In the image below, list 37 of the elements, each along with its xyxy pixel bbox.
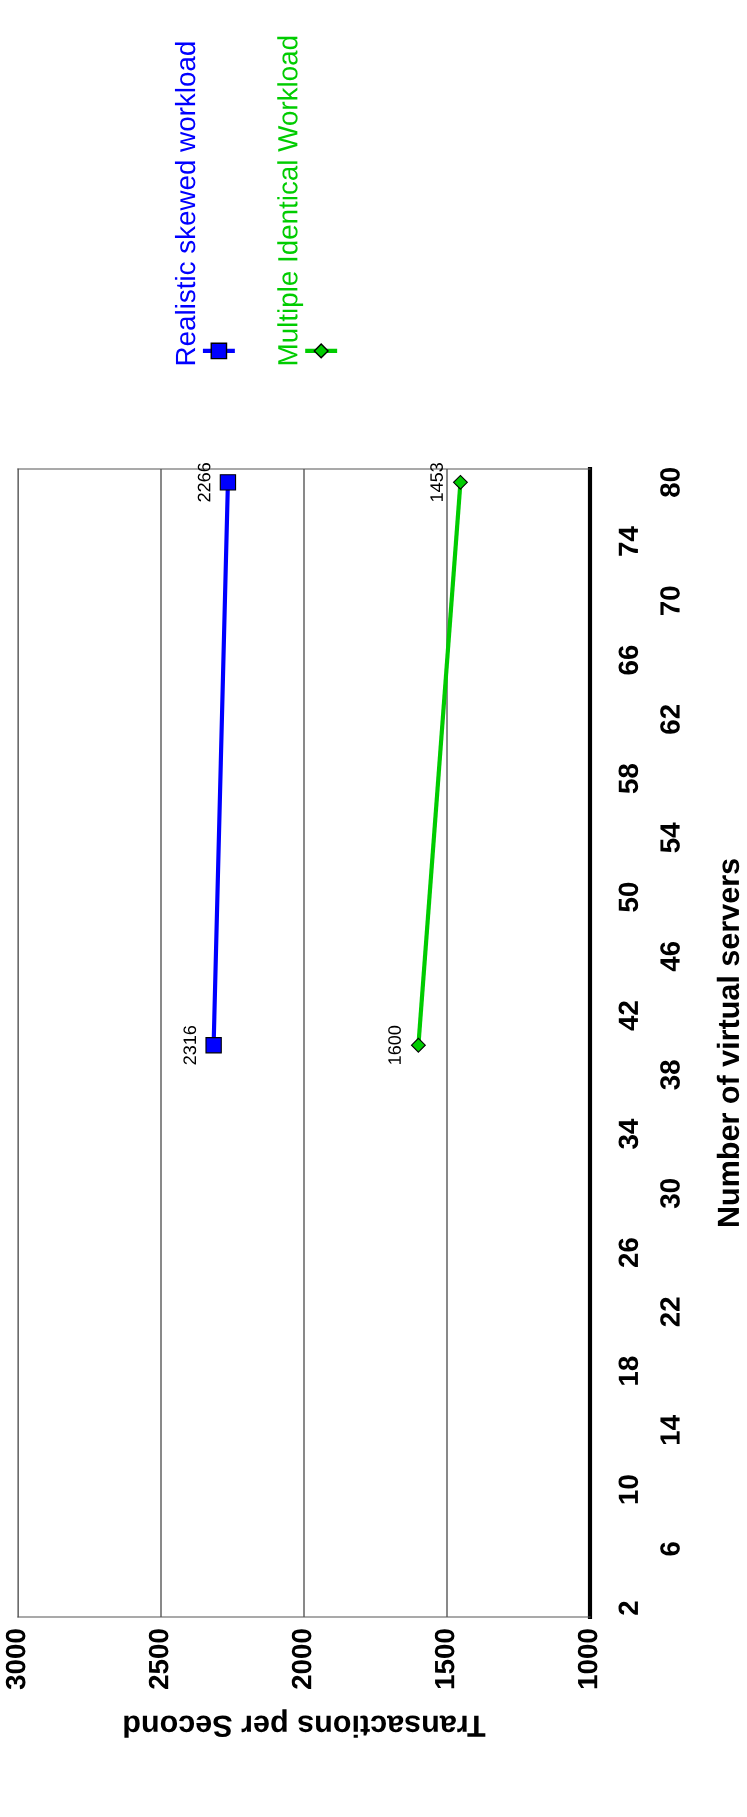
data-label: 1453 <box>430 463 443 502</box>
text: Multiple Identical Workload <box>277 36 304 365</box>
point <box>410 1037 426 1053</box>
y-tick-label: 2 <box>618 1601 638 1615</box>
y-tick-label: 74 <box>618 526 638 556</box>
x-axis-title: Transactions per Second <box>124 1709 486 1738</box>
y-tick-label: 70 <box>660 586 680 616</box>
point <box>205 1037 222 1054</box>
y-tick-label: 26 <box>618 1238 639 1268</box>
data-label: 2316 <box>183 1025 197 1065</box>
y-tick-label: 10 <box>618 1475 639 1504</box>
data-label: 2266 <box>197 463 211 502</box>
x-tick-label: 2500 <box>148 1629 169 1689</box>
x-tick-label: 1000 <box>577 1629 598 1689</box>
y-tick-label: 54 <box>660 822 680 853</box>
y-tick-label: 58 <box>618 763 639 794</box>
x-tick-label: 3000 <box>5 1629 26 1690</box>
y-tick-label: 18 <box>618 1356 639 1385</box>
x-tick-label: 2000 <box>291 1629 312 1689</box>
y-tick-label: 62 <box>660 705 680 734</box>
y-tick-label: 66 <box>618 645 639 675</box>
y-tick-label: 50 <box>618 882 639 912</box>
y-tick-label: 46 <box>660 941 680 972</box>
y-tick-label: 38 <box>660 1060 680 1090</box>
y-tick-label: 80 <box>660 468 680 497</box>
data-label: 1600 <box>388 1025 401 1064</box>
y-tick-label: 30 <box>660 1179 680 1209</box>
point <box>453 474 468 490</box>
y-axis-title: Number of virtual servers <box>716 859 740 1227</box>
y-tick-label: 42 <box>618 1001 638 1031</box>
x-tick-label: 1500 <box>434 1629 455 1689</box>
y-tick-label: 6 <box>660 1542 680 1556</box>
point <box>219 474 237 491</box>
y-tick-label: 14 <box>660 1415 680 1445</box>
y-tick-label: 34 <box>618 1118 639 1149</box>
text: Realistic skewed workload <box>174 42 196 365</box>
y-tick-label: 22 <box>660 1297 680 1327</box>
